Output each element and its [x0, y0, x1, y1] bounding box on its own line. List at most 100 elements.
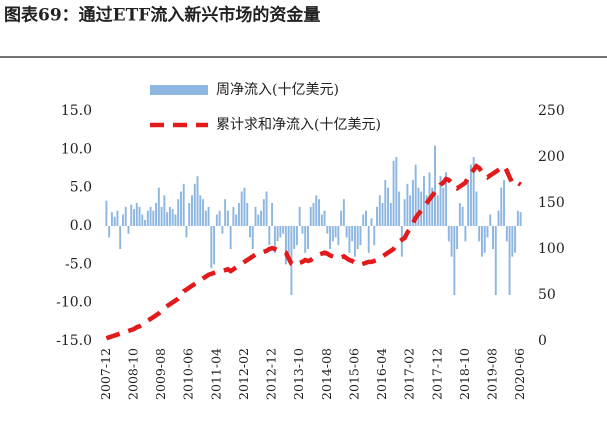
- bar: [284, 226, 287, 265]
- bar: [392, 160, 395, 226]
- bar: [276, 226, 279, 242]
- bar: [240, 191, 243, 226]
- bar: [121, 214, 124, 226]
- bar: [464, 226, 467, 242]
- bar: [124, 206, 127, 226]
- y-tick-label: 0.0: [70, 218, 92, 234]
- bar: [320, 214, 323, 226]
- legend-label: 累计求和净流入(十亿美元): [216, 117, 381, 133]
- bar: [160, 206, 163, 226]
- bar: [516, 210, 519, 226]
- bar: [210, 226, 213, 269]
- x-tick-label: 2015-06: [346, 348, 361, 400]
- legend-swatch: [150, 85, 208, 95]
- bar: [445, 172, 448, 226]
- bar: [127, 226, 130, 234]
- bar: [249, 226, 251, 238]
- bar: [442, 187, 445, 226]
- x-tick-label: 2018-10: [457, 348, 472, 400]
- bar: [298, 206, 301, 226]
- y-tick-label: -10.0: [56, 295, 92, 311]
- x-tick-label: 2008-10: [125, 348, 140, 400]
- bar: [237, 203, 240, 226]
- bar: [182, 183, 185, 226]
- bar: [334, 226, 337, 238]
- bar: [456, 226, 459, 249]
- bar: [519, 212, 522, 226]
- legend-label: 周净流入(十亿美元): [216, 82, 339, 98]
- y2-tick-label: 50: [538, 287, 556, 303]
- bar: [257, 214, 260, 226]
- bar: [224, 199, 227, 226]
- bar: [447, 226, 450, 242]
- bar: [387, 187, 390, 226]
- bar: [348, 226, 351, 253]
- bar: [273, 226, 276, 253]
- bar: [403, 199, 406, 226]
- bar: [505, 226, 508, 242]
- bar: [304, 226, 307, 253]
- bar: [508, 226, 511, 295]
- bar: [318, 199, 320, 226]
- y2-tick-label: 100: [538, 241, 565, 257]
- bar: [395, 157, 398, 226]
- bar: [378, 195, 381, 226]
- bar: [353, 226, 356, 257]
- bar: [108, 226, 111, 238]
- bar: [472, 157, 475, 226]
- bar: [486, 226, 489, 238]
- bar: [191, 195, 193, 226]
- bar: [301, 226, 304, 234]
- y-tick-label: -15.0: [56, 333, 92, 349]
- bar: [163, 195, 166, 226]
- bar: [356, 226, 359, 249]
- bar: [166, 212, 169, 226]
- bar: [494, 226, 497, 295]
- bar: [293, 226, 296, 249]
- y2-tick-label: 200: [538, 149, 565, 165]
- bar: [260, 210, 262, 226]
- bar: [337, 226, 340, 246]
- x-tick-label: 2014-08: [319, 348, 334, 400]
- bar: [204, 210, 207, 226]
- bar: [450, 226, 453, 257]
- x-tick-label: 2011-04: [208, 348, 223, 400]
- bar: [469, 164, 472, 226]
- bar: [135, 203, 138, 226]
- bar: [500, 187, 503, 226]
- bar: [475, 191, 478, 226]
- bar: [414, 164, 417, 226]
- bar: [492, 226, 494, 249]
- bar: [309, 206, 312, 226]
- bar: [295, 226, 298, 246]
- bar: [254, 206, 257, 226]
- bar: [207, 206, 210, 226]
- bar: [367, 226, 370, 253]
- y2-tick-label: 150: [538, 195, 565, 211]
- bar: [376, 206, 378, 226]
- bar: [221, 226, 224, 234]
- bar: [453, 226, 456, 295]
- bar: [489, 214, 492, 226]
- bar: [149, 206, 152, 226]
- bar: [144, 219, 147, 226]
- bar: [326, 226, 329, 234]
- bar: [425, 195, 428, 226]
- x-tick-label: 2007-12: [98, 348, 113, 400]
- bar: [461, 206, 464, 226]
- x-tick-label: 2019-08: [485, 348, 500, 400]
- bar: [359, 226, 362, 246]
- bar: [411, 180, 414, 226]
- bar: [174, 214, 177, 226]
- bar: [467, 180, 470, 226]
- bar: [458, 203, 461, 226]
- bar: [188, 203, 191, 226]
- bar: [265, 191, 268, 226]
- x-tick-label: 2012-12: [264, 348, 279, 400]
- x-tick-label: 2017-02: [402, 348, 417, 400]
- bar: [420, 191, 423, 226]
- bar: [307, 226, 309, 249]
- bar: [514, 226, 517, 253]
- bar: [155, 203, 158, 226]
- bar: [373, 226, 376, 246]
